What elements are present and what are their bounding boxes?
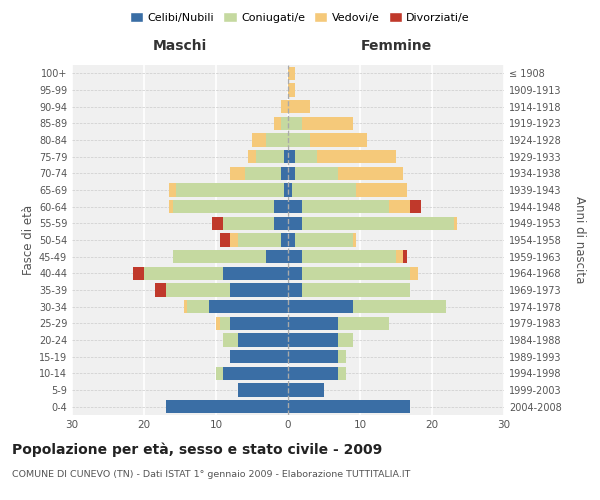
Bar — [284, 150, 288, 164]
Bar — [353, 300, 446, 314]
Y-axis label: Fasce di età: Fasce di età — [22, 205, 35, 275]
Bar — [410, 266, 418, 280]
Bar — [209, 300, 288, 314]
Bar — [288, 400, 410, 413]
Bar — [281, 166, 288, 180]
Bar — [169, 184, 176, 196]
Bar — [288, 316, 338, 330]
Bar — [216, 366, 223, 380]
Y-axis label: Anni di nascita: Anni di nascita — [573, 196, 586, 284]
Bar — [353, 234, 356, 246]
Bar — [248, 150, 256, 164]
Bar — [220, 316, 230, 330]
Bar — [166, 284, 230, 296]
Bar — [288, 266, 302, 280]
Bar — [216, 316, 220, 330]
Bar — [295, 150, 317, 164]
Bar — [144, 266, 223, 280]
Bar — [396, 250, 403, 264]
Bar — [223, 216, 274, 230]
Bar — [266, 134, 288, 146]
Bar — [274, 200, 288, 213]
Bar — [302, 116, 353, 130]
Bar — [288, 116, 302, 130]
Bar — [274, 116, 281, 130]
Bar — [338, 166, 403, 180]
Bar — [288, 84, 295, 96]
Bar — [173, 250, 266, 264]
Bar — [230, 316, 288, 330]
Bar — [288, 334, 338, 346]
Bar — [288, 184, 292, 196]
Bar — [389, 200, 410, 213]
Bar — [302, 216, 454, 230]
Bar — [317, 150, 396, 164]
Bar — [288, 234, 295, 246]
Bar — [338, 334, 353, 346]
Bar — [238, 234, 281, 246]
Bar — [288, 150, 295, 164]
Bar — [176, 184, 284, 196]
Bar — [288, 300, 353, 314]
Text: Popolazione per età, sesso e stato civile - 2009: Popolazione per età, sesso e stato civil… — [12, 442, 382, 457]
Bar — [223, 266, 288, 280]
Bar — [284, 184, 288, 196]
Bar — [292, 184, 356, 196]
Bar — [184, 300, 187, 314]
Bar — [245, 166, 281, 180]
Bar — [338, 316, 389, 330]
Bar — [302, 200, 389, 213]
Bar — [133, 266, 144, 280]
Bar — [288, 134, 310, 146]
Bar — [281, 116, 288, 130]
Bar — [281, 234, 288, 246]
Bar — [230, 350, 288, 364]
Bar — [338, 350, 346, 364]
Bar — [230, 166, 245, 180]
Bar — [295, 234, 353, 246]
Bar — [288, 384, 324, 396]
Bar — [256, 150, 284, 164]
Bar — [212, 216, 223, 230]
Bar — [288, 350, 338, 364]
Bar — [220, 234, 230, 246]
Bar — [223, 366, 288, 380]
Legend: Celibi/Nubili, Coniugati/e, Vedovi/e, Divorziati/e: Celibi/Nubili, Coniugati/e, Vedovi/e, Di… — [125, 8, 475, 28]
Bar — [288, 284, 302, 296]
Text: COMUNE DI CUNEVO (TN) - Dati ISTAT 1° gennaio 2009 - Elaborazione TUTTITALIA.IT: COMUNE DI CUNEVO (TN) - Dati ISTAT 1° ge… — [12, 470, 410, 479]
Bar — [187, 300, 209, 314]
Bar — [302, 284, 410, 296]
Bar — [288, 250, 302, 264]
Bar — [288, 166, 295, 180]
Bar — [173, 200, 274, 213]
Bar — [238, 384, 288, 396]
Bar — [454, 216, 457, 230]
Bar — [223, 334, 238, 346]
Bar — [266, 250, 288, 264]
Text: Femmine: Femmine — [361, 40, 431, 54]
Bar — [166, 400, 288, 413]
Bar — [356, 184, 407, 196]
Bar — [410, 200, 421, 213]
Bar — [403, 250, 407, 264]
Bar — [274, 216, 288, 230]
Bar — [230, 234, 238, 246]
Bar — [238, 334, 288, 346]
Bar — [230, 284, 288, 296]
Text: Maschi: Maschi — [153, 40, 207, 54]
Bar — [288, 216, 302, 230]
Bar — [295, 166, 338, 180]
Bar — [302, 250, 396, 264]
Bar — [169, 200, 173, 213]
Bar — [252, 134, 266, 146]
Bar — [338, 366, 346, 380]
Bar — [288, 100, 310, 114]
Bar — [288, 66, 295, 80]
Bar — [288, 200, 302, 213]
Bar — [288, 366, 338, 380]
Bar — [155, 284, 166, 296]
Bar — [302, 266, 410, 280]
Bar — [281, 100, 288, 114]
Bar — [310, 134, 367, 146]
